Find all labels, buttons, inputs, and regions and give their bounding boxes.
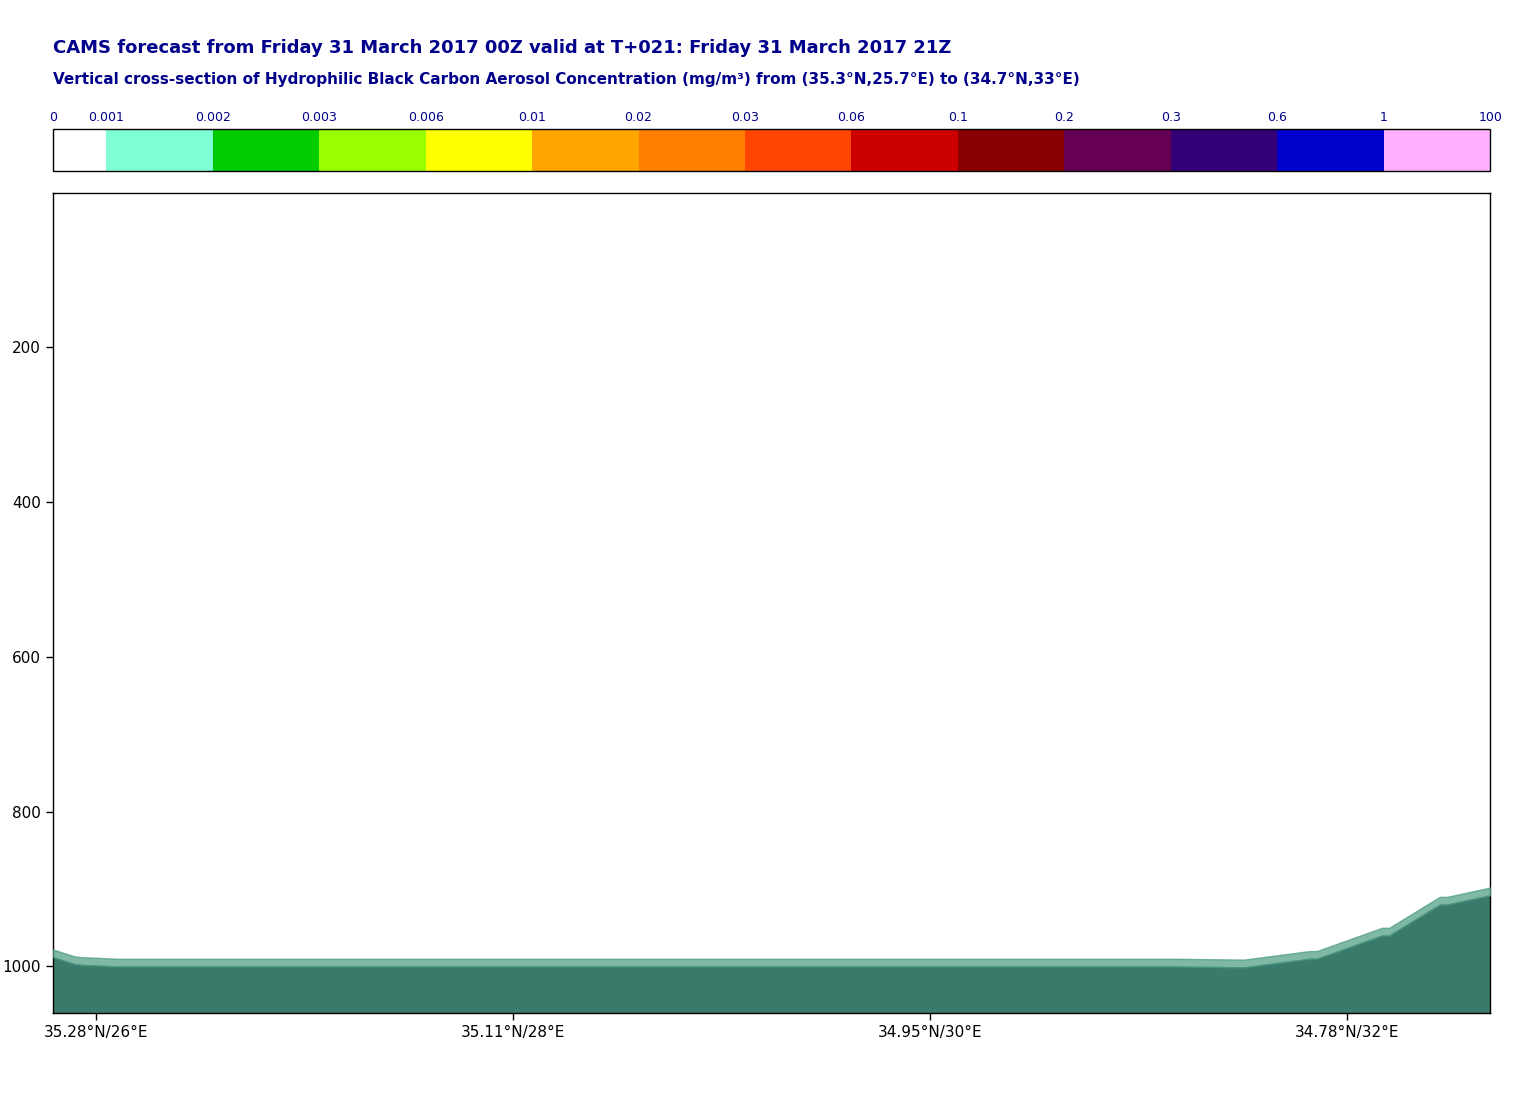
Bar bbox=[958, 129, 1065, 171]
Bar bbox=[106, 129, 213, 171]
Bar bbox=[1065, 129, 1171, 171]
Text: 0.6: 0.6 bbox=[1268, 111, 1288, 124]
Text: 0: 0 bbox=[48, 111, 57, 124]
Text: 0.06: 0.06 bbox=[838, 111, 865, 124]
Text: 0.2: 0.2 bbox=[1055, 111, 1074, 124]
Bar bbox=[533, 129, 638, 171]
Bar bbox=[1171, 129, 1277, 171]
Text: 0.003: 0.003 bbox=[301, 111, 337, 124]
Text: 0.3: 0.3 bbox=[1160, 111, 1180, 124]
Bar bbox=[744, 129, 852, 171]
Bar bbox=[1277, 129, 1384, 171]
Bar bbox=[319, 129, 425, 171]
Bar bbox=[213, 129, 319, 171]
Bar bbox=[425, 129, 533, 171]
Text: 0.1: 0.1 bbox=[949, 111, 968, 124]
Text: 0.01: 0.01 bbox=[517, 111, 546, 124]
Text: 0.02: 0.02 bbox=[625, 111, 652, 124]
Text: Vertical cross-section of Hydrophilic Black Carbon Aerosol Concentration (mg/m³): Vertical cross-section of Hydrophilic Bl… bbox=[53, 72, 1080, 87]
Text: 1: 1 bbox=[1380, 111, 1387, 124]
Text: 0.002: 0.002 bbox=[195, 111, 230, 124]
Bar bbox=[1384, 129, 1490, 171]
Bar bbox=[53, 129, 106, 171]
Text: 0.03: 0.03 bbox=[731, 111, 760, 124]
Text: 0.006: 0.006 bbox=[407, 111, 443, 124]
Bar bbox=[638, 129, 744, 171]
Text: CAMS forecast from Friday 31 March 2017 00Z valid at T+021: Friday 31 March 2017: CAMS forecast from Friday 31 March 2017 … bbox=[53, 39, 952, 56]
Text: 100: 100 bbox=[1478, 111, 1502, 124]
Text: 0.001: 0.001 bbox=[88, 111, 124, 124]
Bar bbox=[852, 129, 958, 171]
